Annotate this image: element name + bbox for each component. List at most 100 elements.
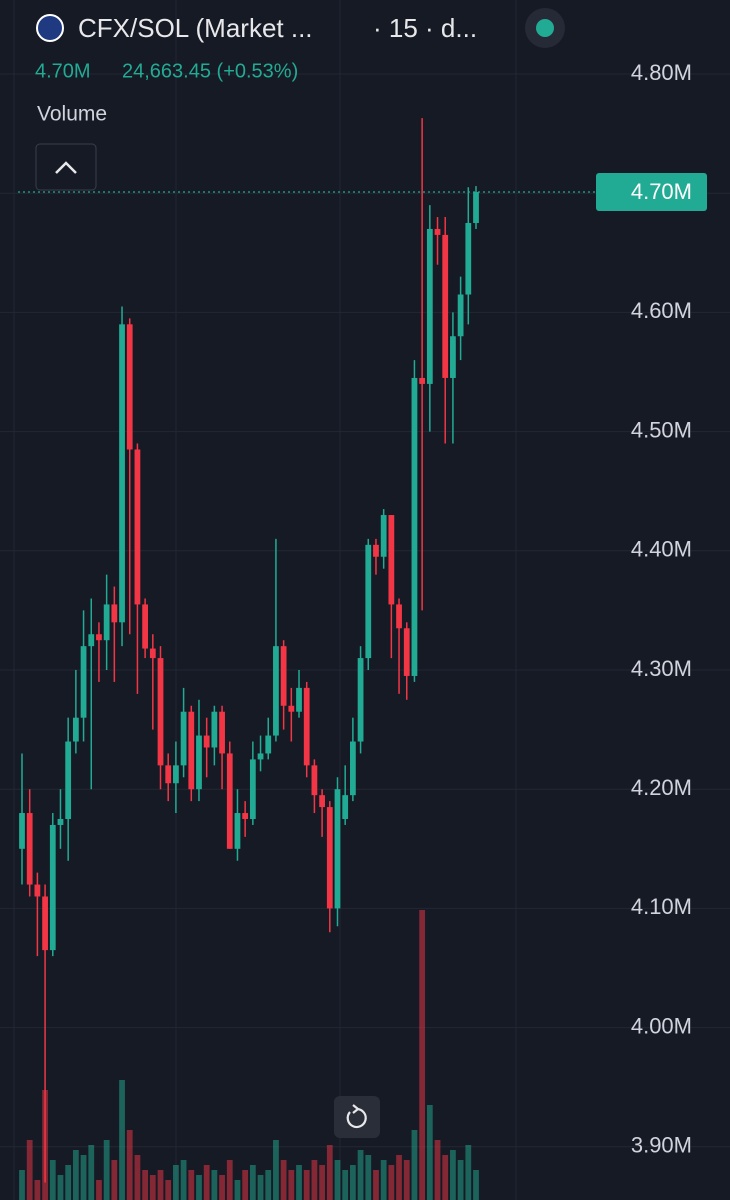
volume-bar (26, 1140, 33, 1200)
candle-body (49, 824, 56, 951)
volume-bar (411, 1130, 418, 1200)
candle-body (219, 711, 225, 754)
volume-bar (396, 1155, 402, 1200)
candle-body (88, 634, 95, 647)
candle-body (342, 795, 349, 819)
candle-body (388, 515, 395, 605)
candle-body (465, 223, 472, 295)
candle-body (473, 192, 479, 223)
reset-button[interactable] (334, 1096, 380, 1138)
volume-bar (296, 1165, 302, 1200)
candle-body (380, 515, 387, 557)
candle-body (273, 646, 279, 736)
volume-bar (249, 1165, 256, 1200)
volume-bar (288, 1170, 295, 1200)
volume-bar (173, 1165, 179, 1200)
status-dot (536, 19, 554, 37)
candle-body (419, 377, 426, 384)
candle-body (180, 711, 187, 766)
candle-body (211, 711, 218, 748)
volume-bar (465, 1145, 472, 1200)
volume-bar (103, 1140, 110, 1200)
volume-bar (342, 1170, 349, 1200)
volume-bar (196, 1175, 202, 1200)
candle-body (26, 813, 33, 885)
volume-bar (165, 1180, 172, 1200)
volume-bar (434, 1140, 441, 1200)
volume-bar (311, 1160, 318, 1200)
header-price: 4.70M (35, 60, 91, 82)
volume-bar (234, 1180, 241, 1200)
candle-body (434, 228, 441, 235)
volume-bar (219, 1175, 225, 1200)
volume-bar (119, 1080, 125, 1200)
interval: · 15 · d... (373, 13, 477, 43)
candle-body (165, 765, 172, 784)
candle-body (65, 741, 72, 819)
volume-bar (450, 1150, 456, 1200)
candle-body (396, 604, 402, 629)
candle-body (411, 377, 418, 676)
y-tick-label: 4.40M (631, 537, 692, 562)
candle-body (57, 819, 64, 825)
candle-body (242, 813, 249, 819)
volume-bar (334, 1160, 341, 1200)
candle-body (234, 813, 241, 849)
volume-bar (226, 1160, 233, 1200)
candle-body (311, 765, 318, 796)
reset-bg[interactable] (334, 1096, 380, 1138)
candle-body (326, 807, 333, 909)
candle-body (19, 813, 25, 849)
candle-body (265, 735, 272, 754)
last-price-tag (596, 173, 707, 212)
volume-bar (180, 1160, 187, 1200)
candle-body (157, 658, 164, 766)
volume-bar (326, 1145, 333, 1200)
candle-body (96, 634, 102, 641)
header: CFX/SOL (Market ... · 15 · d... 4.70M 24… (35, 8, 565, 191)
volume-bar (34, 1180, 41, 1200)
volume-bar (349, 1165, 356, 1200)
candle-body (442, 234, 449, 378)
volume-bar (365, 1155, 372, 1200)
candle-body (226, 753, 233, 849)
candle-body (303, 687, 310, 766)
reset-icon (346, 1107, 367, 1129)
candle-body (365, 544, 372, 659)
volume-bar (319, 1165, 325, 1200)
candle-body (334, 789, 341, 909)
y-tick-label: 4.60M (631, 298, 692, 323)
candle-body (349, 741, 356, 796)
volume-bar (357, 1150, 364, 1200)
candle-body (126, 324, 133, 450)
candle-body (373, 544, 379, 557)
candle-body (80, 646, 87, 718)
candle-body (103, 604, 110, 641)
volume-bar (111, 1160, 118, 1200)
candle-body (403, 628, 410, 676)
volume-bar (188, 1170, 195, 1200)
reset-arrow (352, 1104, 360, 1114)
candle-body (173, 765, 179, 784)
volume-bar (242, 1170, 249, 1200)
volume-bar (280, 1160, 287, 1200)
volume-bar (457, 1160, 464, 1200)
collapse-button[interactable] (35, 143, 97, 191)
volume-bar (265, 1170, 272, 1200)
volume-bar (57, 1175, 64, 1200)
candle-body (249, 759, 256, 819)
volume-bar (303, 1170, 310, 1200)
candle-body (34, 884, 41, 897)
volume-bar (157, 1170, 164, 1200)
volume-bar (257, 1175, 264, 1200)
candle-body (142, 604, 149, 649)
volume-bar (211, 1170, 218, 1200)
volume-bar (88, 1145, 95, 1200)
candle-body (203, 735, 210, 748)
y-tick-label: 4.30M (631, 656, 692, 681)
candle-body (280, 646, 287, 706)
symbol-icon (36, 14, 64, 42)
volume-bar (72, 1150, 79, 1200)
y-tick-label: 4.80M (631, 60, 692, 85)
